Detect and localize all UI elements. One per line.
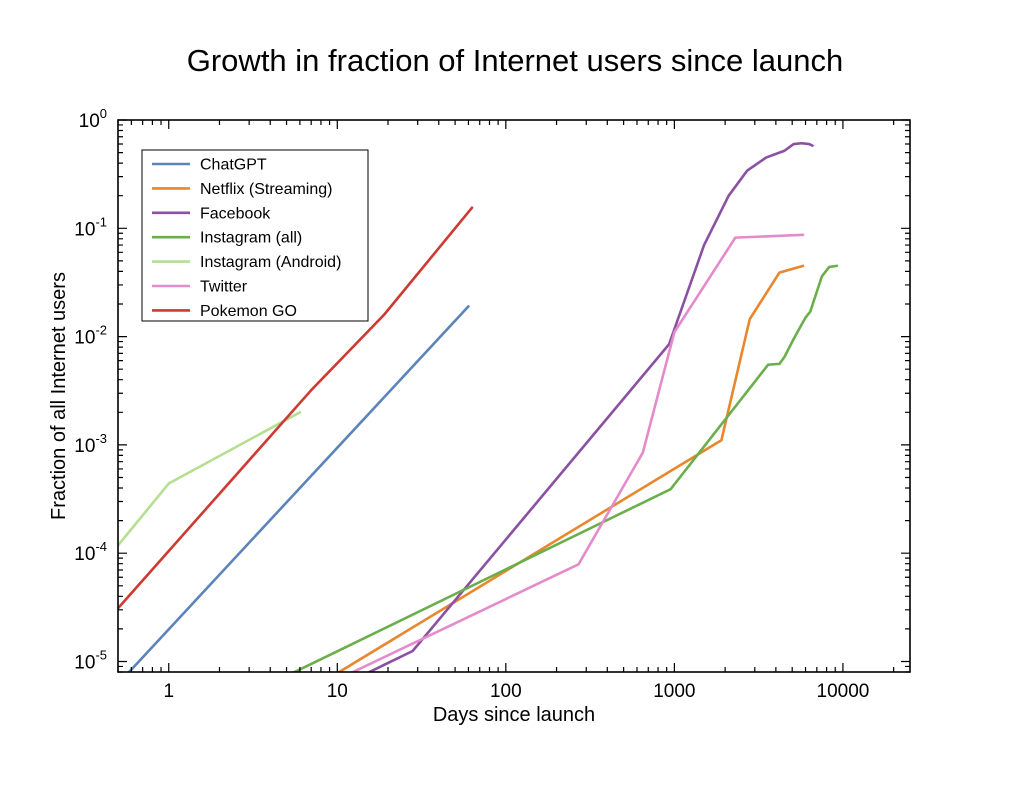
series-layer [118, 141, 839, 672]
x-tick-labels: 1 10 100 1000 10000 [163, 681, 869, 702]
y-tick-base: 10 [74, 544, 95, 565]
y-tick-label: 10-2 [74, 323, 107, 349]
x-axis-label: Days since launch [433, 704, 595, 726]
chart-title: Growth in fraction of Internet users sin… [187, 43, 844, 78]
y-tick-label: 10-4 [74, 539, 107, 565]
x-tick-label: 100 [490, 681, 522, 702]
series-line-pokemon-go [118, 206, 474, 610]
y-tick-base: 10 [74, 328, 95, 349]
y-tick-label: 10-1 [74, 214, 107, 240]
legend: ChatGPT Netflix (Streaming) Facebook Instag… [141, 149, 369, 322]
legend-label-instagram-all: Instagram (all) [200, 230, 302, 247]
y-tick-exponent: -2 [95, 323, 107, 338]
series-line-twitter [350, 233, 805, 672]
y-tick-exponent: 0 [100, 106, 107, 121]
y-tick-exponent: -1 [95, 214, 107, 229]
y-tick-label: 100 [79, 106, 107, 132]
y-tick-label: 10-5 [74, 648, 107, 674]
x-tick-label: 10000 [817, 681, 870, 702]
x-tick-label: 10 [327, 681, 348, 702]
tick-marks [117, 119, 910, 673]
series-line-chatgpt [127, 305, 470, 672]
series-line-facebook [366, 141, 814, 672]
series-line-instagram-android [118, 410, 302, 547]
legend-label-facebook: Facebook [200, 205, 271, 222]
series-line-netflix-streaming [336, 264, 805, 672]
legend-label-netflix-streaming: Netflix (Streaming) [200, 181, 332, 198]
y-tick-base: 10 [74, 436, 95, 457]
legend-label-instagram-android: Instagram (Android) [200, 254, 341, 271]
y-tick-exponent: -3 [95, 431, 107, 446]
axis-ticks [117, 119, 910, 673]
y-tick-label: 10-3 [74, 431, 107, 457]
y-tick-base: 10 [74, 653, 95, 674]
legend-label-chatgpt: ChatGPT [200, 157, 267, 174]
legend-label-twitter: Twitter [200, 279, 248, 296]
x-tick-label: 1000 [653, 681, 695, 702]
legend-frame [141, 149, 369, 322]
y-tick-exponent: -5 [95, 648, 107, 663]
y-tick-base: 10 [74, 219, 95, 240]
y-axis-label: Fraction of all Internet users [48, 272, 70, 520]
plot-frame [117, 119, 911, 673]
series-line-instagram-all [292, 264, 839, 672]
legend-label-pokemon-go: Pokemon GO [200, 303, 297, 320]
y-tick-exponent: -4 [95, 539, 107, 554]
y-tick-base: 10 [79, 111, 100, 132]
x-tick-label: 1 [163, 681, 174, 702]
